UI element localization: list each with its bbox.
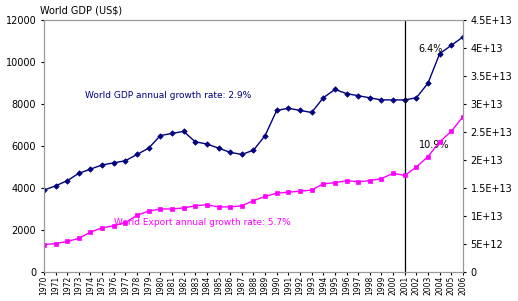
Text: 6.4%: 6.4% (419, 44, 443, 54)
Text: 10.9%: 10.9% (419, 140, 449, 150)
Text: World GDP annual growth rate: 2.9%: World GDP annual growth rate: 2.9% (84, 91, 251, 100)
Text: World Export annual growth rate: 5.7%: World Export annual growth rate: 5.7% (114, 218, 291, 227)
Text: World GDP (US$): World GDP (US$) (40, 5, 122, 15)
